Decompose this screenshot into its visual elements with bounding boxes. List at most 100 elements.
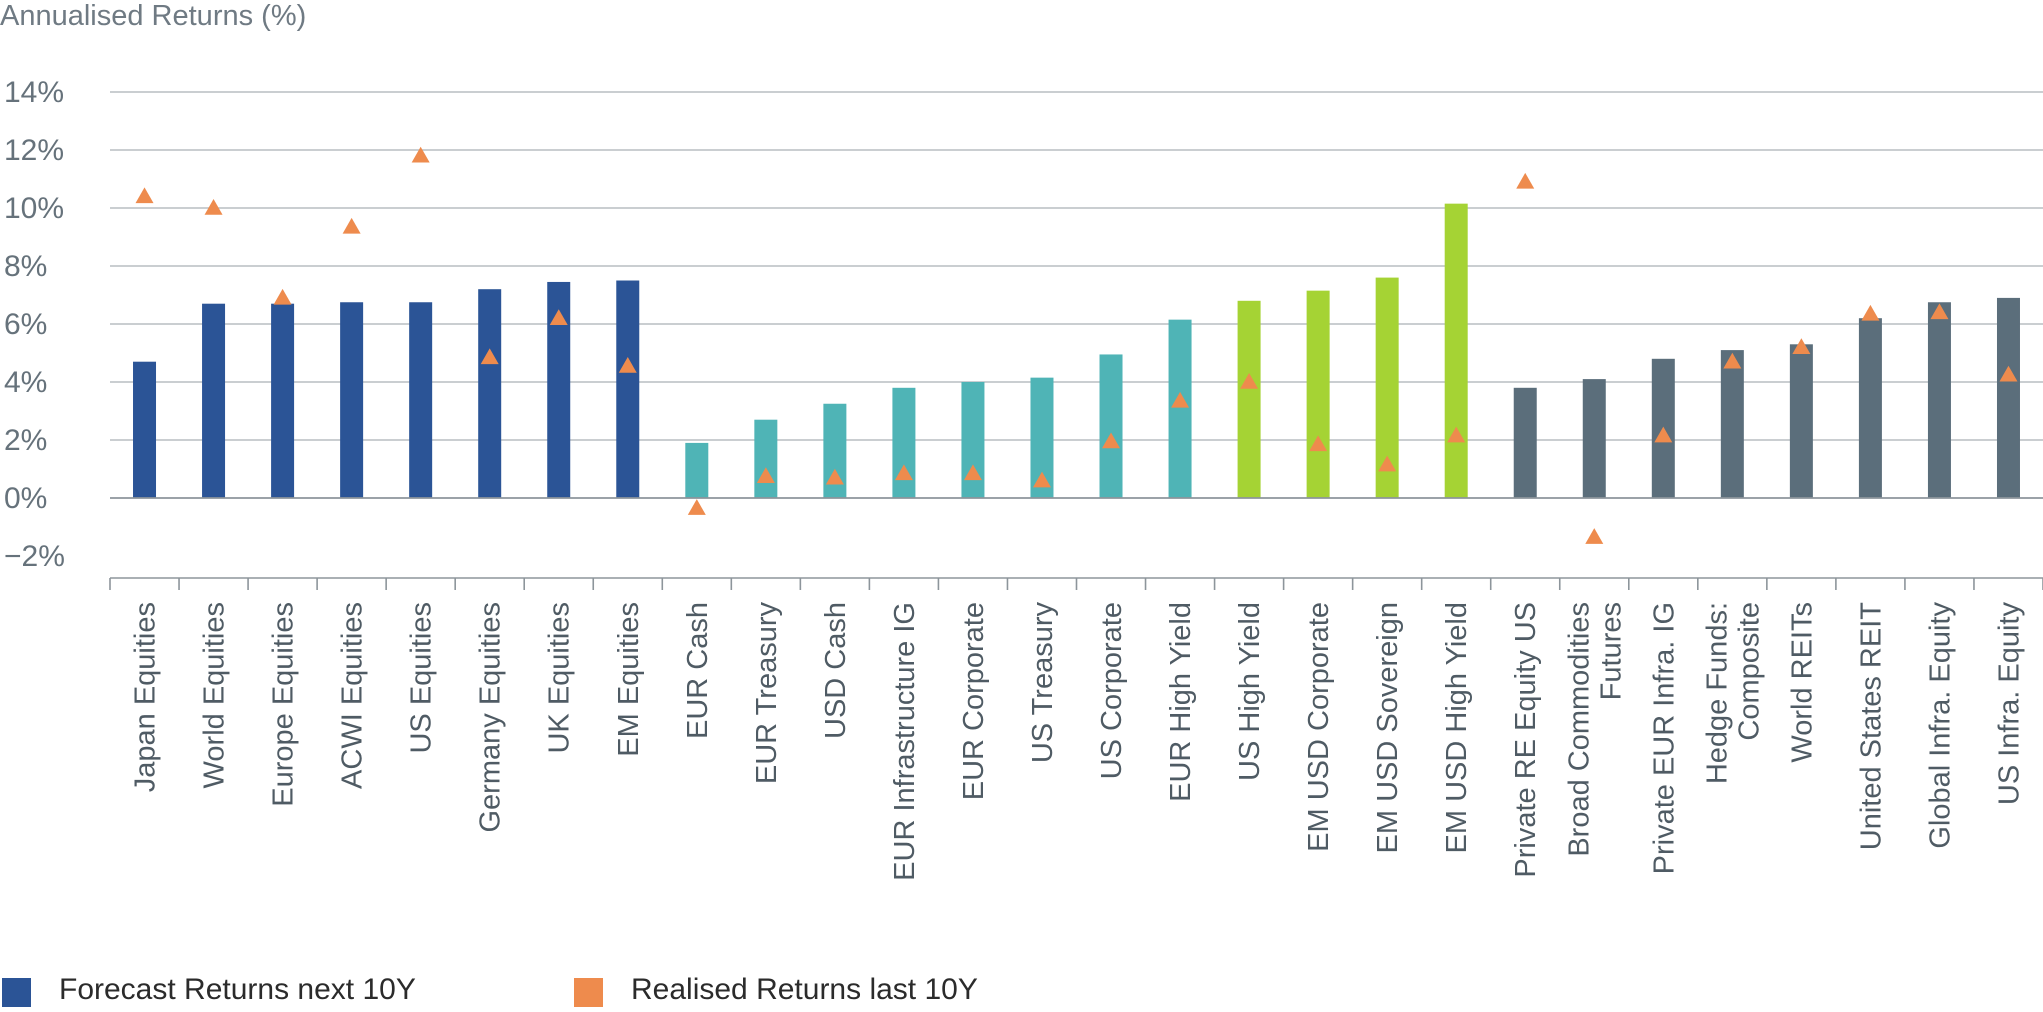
x-axis-labels: Japan Equities World Equities Europe Equit… — [130, 602, 2026, 881]
bar-forecast-6 — [547, 281, 571, 498]
marker-realised-25 — [1861, 304, 1880, 321]
bar-forecast-7 — [616, 280, 640, 498]
bar-forecast-24 — [1789, 344, 1813, 498]
marker-realised-12 — [963, 464, 982, 481]
gridlines — [110, 91, 2043, 441]
x-tick-label: Japan Equities — [130, 602, 162, 792]
marker-realised-24 — [1792, 338, 1811, 354]
y-tick-label: 0% — [4, 482, 47, 515]
bar-forecast-8 — [685, 442, 709, 498]
bar-forecast-5 — [478, 289, 502, 498]
bar-forecast-15 — [1168, 319, 1192, 498]
x-tick-label: EUR High Yield — [1165, 602, 1197, 802]
marker-realised-15 — [1171, 391, 1190, 408]
bar-forecast-19 — [1444, 203, 1468, 498]
bar-forecast-3 — [340, 302, 364, 498]
y-tick-label: 10% — [4, 192, 64, 225]
x-tick-label: US Treasury — [1027, 602, 1059, 764]
x-tick-label: EUR Cash — [682, 602, 714, 739]
marker-realised-6 — [549, 309, 568, 325]
x-tick-label: EM USD Sovereign — [1372, 602, 1404, 853]
x-tick-label: Hedge Funds:Composite — [1701, 602, 1765, 784]
bar-forecast-10 — [823, 403, 847, 498]
x-tick-label: World Equities — [199, 602, 231, 788]
x-tick-label: ACWI Equities — [337, 602, 369, 789]
x-tick-label: EM USD High Yield — [1441, 602, 1473, 853]
y-tick-label: −2% — [4, 540, 65, 573]
marker-realised-0 — [135, 187, 154, 204]
bar-forecast-9 — [754, 419, 778, 498]
marker-realised-4 — [411, 146, 430, 163]
bar-forecast-17 — [1306, 290, 1330, 498]
marker-realised-26 — [1930, 303, 1949, 320]
bar-forecast-0 — [133, 361, 157, 498]
marker-realised-19 — [1447, 426, 1466, 443]
x-tick-label: EUR Corporate — [958, 602, 990, 800]
y-tick-label: 12% — [4, 134, 64, 167]
bar-forecast-13 — [1030, 377, 1054, 498]
bar-forecast-12 — [961, 382, 985, 498]
x-tick-label: Private RE Equity US — [1510, 602, 1542, 878]
forecast-bars — [133, 203, 2020, 498]
marker-realised-21 — [1585, 528, 1604, 544]
bar-forecast-27 — [1996, 297, 2020, 498]
x-tick-label: Europe Equities — [268, 602, 300, 807]
x-tick-label: EM Equities — [613, 602, 645, 757]
bar-forecast-23 — [1720, 350, 1744, 498]
legend-swatch-realised — [574, 978, 603, 1007]
y-tick-label: 2% — [4, 424, 47, 457]
x-tick-label: EUR Infrastructure IG — [889, 602, 921, 881]
marker-realised-27 — [1999, 365, 2018, 382]
legend-label-realised: Realised Returns last 10Y — [631, 973, 978, 1006]
y-axis-title: Annualised Returns (%) — [0, 0, 307, 32]
bar-forecast-25 — [1858, 318, 1882, 498]
x-tick-label: US Equities — [406, 602, 438, 754]
x-tick-label: Private EUR Infra. IG — [1648, 602, 1680, 874]
marker-realised-22 — [1654, 426, 1673, 443]
marker-realised-17 — [1309, 435, 1328, 452]
marker-realised-23 — [1723, 352, 1742, 369]
bar-forecast-16 — [1237, 300, 1261, 498]
legend-swatch-forecast — [2, 978, 31, 1007]
x-tick-label: Germany Equities — [475, 602, 507, 833]
y-tick-label: 4% — [4, 366, 47, 399]
bar-forecast-4 — [409, 302, 433, 498]
realised-markers — [135, 146, 2018, 544]
marker-realised-13 — [1032, 471, 1051, 488]
marker-realised-11 — [894, 464, 913, 481]
x-tick-label: US Infra. Equity — [1993, 602, 2025, 806]
bar-forecast-2 — [271, 303, 295, 498]
x-tick-label: Broad CommoditiesFutures — [1563, 602, 1627, 857]
x-tick-label: UK Equities — [544, 602, 576, 754]
x-tick-label: EM USD Corporate — [1303, 602, 1335, 852]
marker-realised-8 — [687, 499, 706, 515]
y-tick-label: 6% — [4, 308, 47, 341]
x-tick-label: US Corporate — [1096, 602, 1128, 779]
marker-realised-7 — [618, 357, 637, 373]
bar-forecast-14 — [1099, 354, 1123, 498]
legend-label-forecast: Forecast Returns next 10Y — [59, 973, 416, 1006]
marker-realised-9 — [756, 467, 775, 483]
marker-realised-20 — [1516, 172, 1535, 189]
bar-forecast-18 — [1375, 277, 1399, 498]
y-tick-label: 14% — [4, 76, 64, 109]
marker-realised-3 — [342, 217, 361, 234]
marker-realised-16 — [1240, 373, 1259, 389]
marker-realised-10 — [825, 468, 844, 485]
marker-realised-5 — [480, 348, 499, 365]
x-tick-label: USD Cash — [820, 602, 852, 739]
x-tick-label: US High Yield — [1234, 602, 1266, 781]
x-axis — [109, 497, 2043, 590]
x-tick-label: EUR Treasury — [751, 602, 783, 785]
x-tick-label: World REITs — [1786, 602, 1818, 763]
bar-forecast-21 — [1582, 379, 1606, 498]
bar-forecast-1 — [202, 303, 226, 498]
x-tick-label: Global Infra. Equity — [1924, 602, 1956, 849]
marker-realised-14 — [1102, 432, 1121, 449]
marker-realised-2 — [273, 288, 292, 305]
bar-forecast-11 — [892, 387, 916, 498]
y-tick-label: 8% — [4, 250, 47, 283]
marker-realised-18 — [1378, 455, 1397, 472]
x-tick-label: United States REIT — [1855, 602, 1887, 850]
